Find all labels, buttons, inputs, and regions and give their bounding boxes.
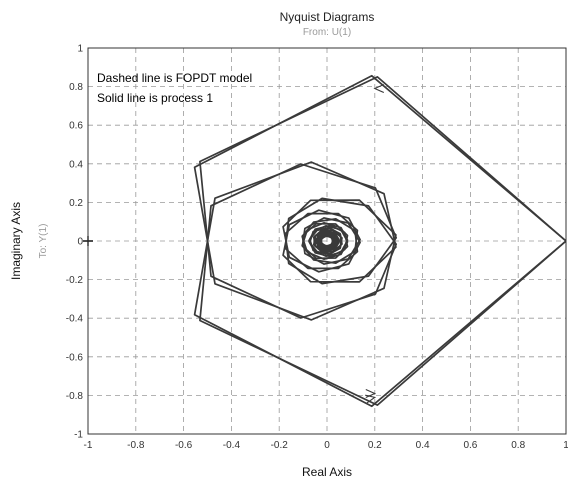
direction-arrow [373, 84, 385, 94]
x-tick-label: 0.6 [463, 440, 477, 451]
x-tick-label: 0 [324, 440, 330, 451]
grid-lines [88, 48, 566, 434]
x-tick-label: 0.2 [368, 440, 382, 451]
x-tick-label: 1 [563, 440, 568, 451]
y-tick-label: -0.2 [66, 275, 84, 286]
annotation-line-1: Dashed line is FOPDT model [97, 71, 252, 85]
y-axis-label: Imaginary Axis [9, 202, 23, 280]
x-tick-label: 0.8 [511, 440, 525, 451]
plot-frame [87, 47, 567, 435]
x-tick-label: -1 [84, 440, 93, 451]
y-tick-label: 0.8 [69, 82, 83, 93]
nyquist-curves [83, 74, 567, 408]
x-tick-label: -0.2 [271, 440, 289, 451]
direction-arrow [365, 394, 377, 404]
x-tick-label: 0.4 [416, 440, 430, 451]
x-tick-label: -0.6 [175, 440, 193, 451]
chart-subtitle: From: U(1) [303, 27, 351, 38]
y-tick-label: 0.6 [69, 121, 83, 132]
y-tick-label: -0.6 [66, 352, 84, 363]
x-tick-label: -0.8 [127, 440, 145, 451]
y-tick-label: -0.4 [66, 314, 84, 325]
y-tick-label: -0.8 [66, 391, 84, 402]
process-1-curve-positive-freq [193, 74, 567, 321]
chart-title: Nyquist Diagrams [280, 10, 375, 24]
tick-labels: -1 -0.8 -0.6 -0.4 -0.2 0 0.2 0.4 0.6 0.8 1 -1 -0.8 -0… [66, 44, 568, 452]
output-channel-label: To: Y(1) [38, 224, 49, 259]
y-tick-label: 1 [77, 44, 83, 55]
fopdt-model-curve-positive-freq [199, 76, 567, 319]
fopdt-model-curve-negative-freq [199, 163, 567, 406]
x-tick-label: -0.4 [223, 440, 241, 451]
y-tick-label: -1 [74, 430, 83, 441]
y-tick-label: 0.2 [69, 198, 83, 209]
annotation-line-2: Solid line is process 1 [97, 91, 213, 105]
y-tick-label: 0.4 [69, 159, 83, 170]
y-tick-label: 0 [77, 237, 83, 248]
x-axis-label: Real Axis [302, 465, 352, 479]
